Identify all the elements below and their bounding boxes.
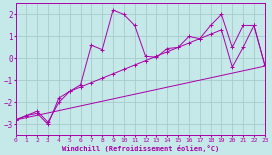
X-axis label: Windchill (Refroidissement éolien,°C): Windchill (Refroidissement éolien,°C) bbox=[61, 144, 219, 152]
